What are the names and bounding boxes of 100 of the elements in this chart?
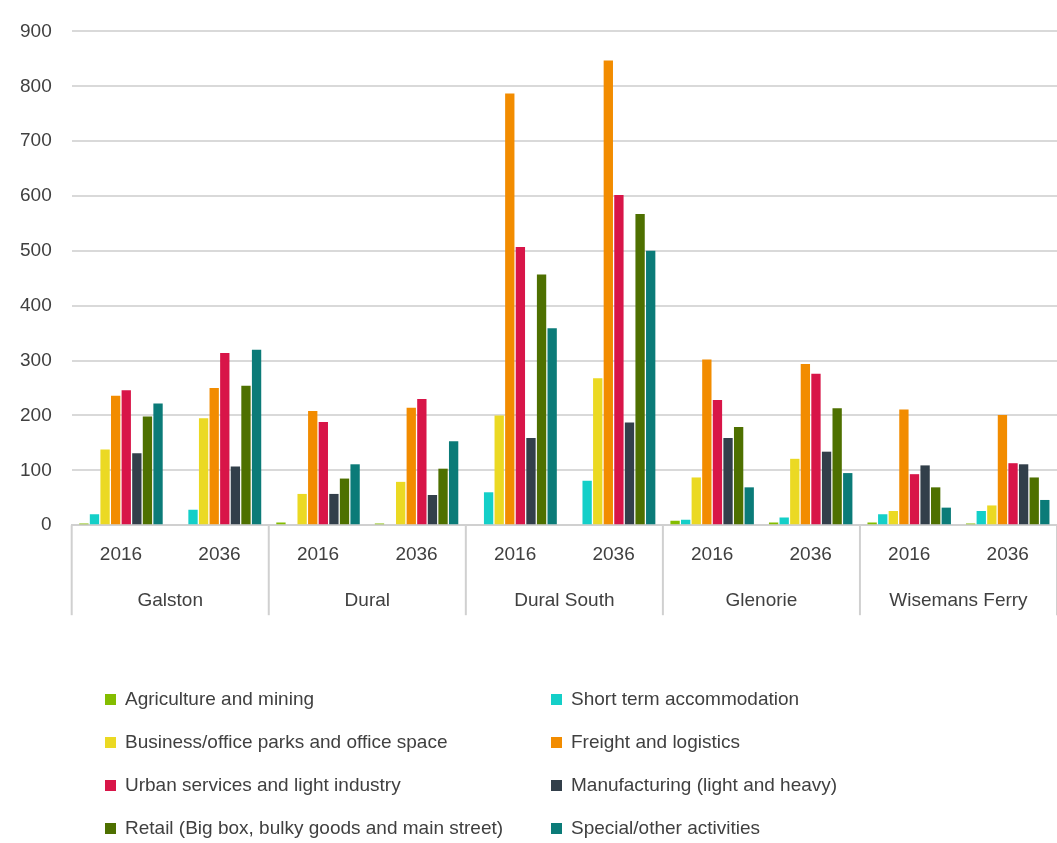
y-tick-label: 800 xyxy=(20,74,52,96)
legend-label: Agriculture and mining xyxy=(125,688,315,710)
legend-label: Special/other activities xyxy=(571,817,761,839)
bar xyxy=(396,481,406,525)
bar xyxy=(1029,477,1039,525)
bar xyxy=(909,474,920,525)
bar xyxy=(209,388,219,525)
bar xyxy=(297,493,307,525)
bar xyxy=(188,509,198,525)
bar xyxy=(494,415,504,525)
bar xyxy=(406,407,416,525)
bar xyxy=(941,507,951,525)
bar xyxy=(920,465,930,525)
bar xyxy=(931,487,941,525)
bar xyxy=(888,510,898,525)
bar xyxy=(997,414,1008,525)
x-tick-label: 2016 xyxy=(99,542,143,564)
x-tick-label: 2016 xyxy=(888,542,931,564)
y-tick-label: 900 xyxy=(20,19,52,41)
text: Galston xyxy=(137,589,203,611)
legend-label: Urban services and light industry xyxy=(125,774,401,796)
y-tick-label: 200 xyxy=(20,403,52,425)
legend-label: Retail (Big box, bulky goods and main street) xyxy=(125,817,504,839)
bar xyxy=(1018,464,1029,525)
bar xyxy=(790,458,800,525)
bar xyxy=(987,505,997,525)
bar xyxy=(198,418,209,525)
bar xyxy=(329,493,339,525)
bar xyxy=(220,352,230,525)
bar xyxy=(526,437,536,525)
bar xyxy=(821,451,832,525)
x-tick-label: 2036 xyxy=(789,542,832,564)
bar xyxy=(670,520,680,525)
bar xyxy=(593,378,603,525)
bar xyxy=(505,93,515,525)
bar xyxy=(646,250,656,525)
bar xyxy=(843,473,853,525)
y-tick-label: 600 xyxy=(20,184,52,206)
bar xyxy=(111,395,121,525)
bar xyxy=(142,416,153,525)
y-tick-label: 500 xyxy=(20,239,52,261)
bar xyxy=(339,478,350,525)
bar xyxy=(702,359,712,525)
y-tick-label: 100 xyxy=(20,458,52,480)
bar xyxy=(241,385,251,525)
legend-label: Business/office parks and office space xyxy=(125,731,448,753)
text: Dural xyxy=(344,589,390,611)
bar xyxy=(132,453,142,525)
legend-label: Manufacturing (light and heavy) xyxy=(571,774,838,796)
bar xyxy=(832,408,842,525)
bar xyxy=(89,514,100,525)
bar xyxy=(417,399,427,525)
bar xyxy=(308,411,318,525)
bar xyxy=(899,409,909,525)
legend-label: Freight and logistics xyxy=(571,731,740,753)
bar xyxy=(448,441,459,525)
bar xyxy=(547,328,557,525)
bar xyxy=(438,468,448,525)
text: Wisemans Ferry xyxy=(889,589,1029,611)
bar xyxy=(624,422,635,525)
x-tick-label: 2036 xyxy=(592,542,635,564)
text: Dural South xyxy=(514,589,615,611)
bar xyxy=(635,214,645,525)
bar xyxy=(744,487,754,525)
bar xyxy=(1040,499,1050,525)
bar xyxy=(318,422,328,525)
y-tick-label: 300 xyxy=(20,348,52,370)
bar xyxy=(1008,463,1018,525)
y-tick-label: 0 xyxy=(41,513,52,535)
bar xyxy=(712,400,723,525)
y-tick-label: 400 xyxy=(20,293,52,315)
bar xyxy=(878,514,888,525)
bar xyxy=(230,466,241,525)
bar xyxy=(121,390,131,525)
x-tick-label: 2036 xyxy=(986,542,1029,564)
bar xyxy=(536,274,547,525)
bar xyxy=(976,510,986,525)
x-tick-label: 2036 xyxy=(395,542,438,564)
bar xyxy=(100,449,110,525)
x-tick-label: 2016 xyxy=(296,542,340,564)
bar xyxy=(515,247,526,525)
bar xyxy=(811,373,821,525)
x-tick-label: 2016 xyxy=(691,542,734,564)
bar xyxy=(427,495,438,525)
legend-label: Short term accommodation xyxy=(571,688,800,710)
bar xyxy=(582,480,592,525)
bar xyxy=(251,349,262,525)
bar xyxy=(603,60,613,525)
bar xyxy=(350,464,360,525)
y-tick-label: 700 xyxy=(20,129,52,151)
bar xyxy=(483,492,494,525)
x-tick-label: 2036 xyxy=(198,542,241,564)
x-tick-label: 2016 xyxy=(493,542,537,564)
bar xyxy=(691,477,701,525)
bar xyxy=(614,194,624,525)
text: Glenorie xyxy=(725,589,798,611)
bar xyxy=(153,403,163,525)
bar xyxy=(723,437,733,525)
bar xyxy=(733,426,744,525)
bar xyxy=(800,363,811,525)
